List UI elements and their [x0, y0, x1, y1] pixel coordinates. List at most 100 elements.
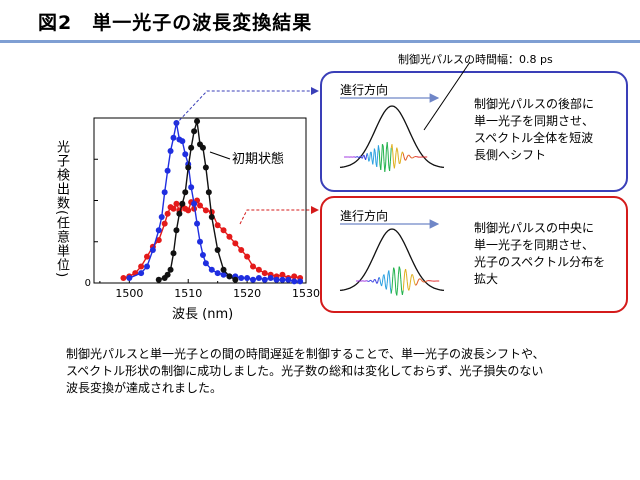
- series-line-black: [158, 121, 236, 281]
- data-point-black: [164, 271, 171, 278]
- data-point-red: [138, 263, 145, 270]
- red-explanation-box: [320, 196, 628, 313]
- data-point-blue: [199, 251, 206, 258]
- data-point-red: [279, 271, 286, 278]
- data-point-black: [188, 144, 195, 151]
- pulse-width-label: 制御光パルスの時間幅：0.8 ps: [398, 53, 553, 66]
- data-point-red: [144, 253, 150, 260]
- data-point-black: [155, 276, 162, 283]
- data-point-blue: [144, 263, 150, 270]
- photon-wavepacket-red: [355, 266, 440, 296]
- data-point-red: [255, 266, 262, 273]
- red-box-text: 制御光パルスの中央に 単一光子を同期させ、 光子のスペクトル分布を 拡大: [474, 221, 606, 286]
- data-point-red: [120, 275, 127, 282]
- data-point-blue: [238, 275, 245, 282]
- data-point-blue: [202, 260, 209, 267]
- data-point-red: [214, 222, 221, 229]
- data-point-blue: [194, 220, 201, 227]
- data-point-red: [161, 220, 168, 227]
- data-point-red: [197, 202, 203, 209]
- blue-box-text: 制御光パルスの後部に 単一光子を同期させ、 スペクトル全体を短波 長側へシフト: [474, 97, 595, 162]
- data-point-black: [185, 164, 192, 171]
- data-point-black: [199, 144, 206, 151]
- data-point-red: [173, 200, 180, 207]
- data-point-black: [173, 227, 180, 234]
- x-tick-label: 1510: [174, 287, 202, 300]
- data-point-blue: [155, 227, 162, 234]
- data-point-red: [155, 237, 162, 244]
- data-point-red: [250, 263, 256, 270]
- control-pulse-envelope-blue: [339, 105, 445, 169]
- data-point-blue: [138, 270, 145, 277]
- data-point-black: [179, 200, 186, 207]
- data-point-black: [191, 128, 198, 135]
- blue-connector-arrow: [175, 87, 319, 125]
- data-point-blue: [255, 275, 262, 282]
- data-point-blue: [214, 270, 221, 277]
- data-point-blue: [285, 276, 292, 283]
- data-point-red: [202, 207, 209, 214]
- data-point-blue: [167, 148, 174, 154]
- annotation-initial-state: 初期状態: [232, 151, 284, 167]
- x-axis-label: 波長 (nm): [172, 307, 234, 322]
- data-point-red: [164, 210, 171, 217]
- photon-wavepacket-blue: [343, 142, 428, 172]
- pulse-width-pointer: [423, 61, 471, 131]
- data-point-blue: [161, 189, 168, 196]
- data-point-blue: [170, 134, 177, 141]
- data-point-black: [232, 276, 239, 283]
- data-point-blue: [191, 200, 198, 207]
- data-point-black: [167, 266, 174, 273]
- data-point-red: [170, 205, 177, 212]
- data-point-black: [194, 118, 201, 125]
- direction-label-blue: 進行方向: [340, 83, 389, 97]
- data-point-blue: [164, 167, 171, 174]
- data-point-blue: [297, 278, 304, 285]
- data-point-red: [261, 270, 268, 277]
- data-point-black: [205, 189, 212, 196]
- data-point-black: [182, 189, 189, 196]
- series-black: [155, 118, 239, 283]
- data-point-blue: [279, 276, 286, 283]
- data-point-red: [238, 247, 245, 253]
- data-point-blue: [126, 275, 133, 282]
- x-tick-label: 1530: [292, 287, 320, 300]
- data-point-black: [208, 214, 215, 220]
- page-title: 図2 単一光子の波長変換結果: [38, 12, 313, 34]
- data-point-blue: [250, 276, 256, 283]
- data-point-blue: [273, 276, 280, 283]
- data-point-blue: [179, 138, 186, 145]
- data-point-blue: [267, 275, 274, 282]
- data-point-blue: [182, 151, 189, 158]
- data-point-black: [214, 247, 221, 253]
- red-connector-arrow: [239, 206, 319, 225]
- data-point-black: [176, 210, 183, 217]
- data-point-blue: [158, 214, 165, 220]
- y-axis-label: 光子検出数(任意単位): [54, 140, 69, 279]
- data-point-blue: [220, 271, 227, 278]
- data-point-blue: [244, 275, 251, 282]
- data-point-red: [226, 233, 233, 240]
- caption-text: 制御光パルスと単一光子との間の時間遅延を制御することで、単一光子の波長シフトや、…: [66, 347, 545, 395]
- data-point-red: [232, 240, 239, 247]
- data-point-black: [170, 250, 177, 257]
- data-point-black: [220, 266, 227, 273]
- data-point-blue: [261, 276, 268, 283]
- data-point-blue: [291, 278, 298, 285]
- data-point-black: [202, 164, 209, 171]
- y-tick-label: 0: [85, 278, 91, 289]
- data-point-blue: [188, 184, 195, 191]
- control-pulse-envelope-red: [339, 228, 445, 292]
- data-point-red: [244, 253, 251, 260]
- blue-explanation-box: [320, 71, 628, 192]
- data-point-red: [185, 207, 192, 214]
- data-point-red: [291, 273, 298, 280]
- title-divider: [0, 40, 640, 43]
- x-tick-label: 1520: [233, 287, 261, 300]
- data-point-blue: [197, 238, 203, 245]
- annotation-leader: [209, 151, 231, 160]
- data-point-black: [226, 273, 233, 280]
- data-point-blue: [149, 247, 156, 253]
- data-point-red: [220, 227, 227, 234]
